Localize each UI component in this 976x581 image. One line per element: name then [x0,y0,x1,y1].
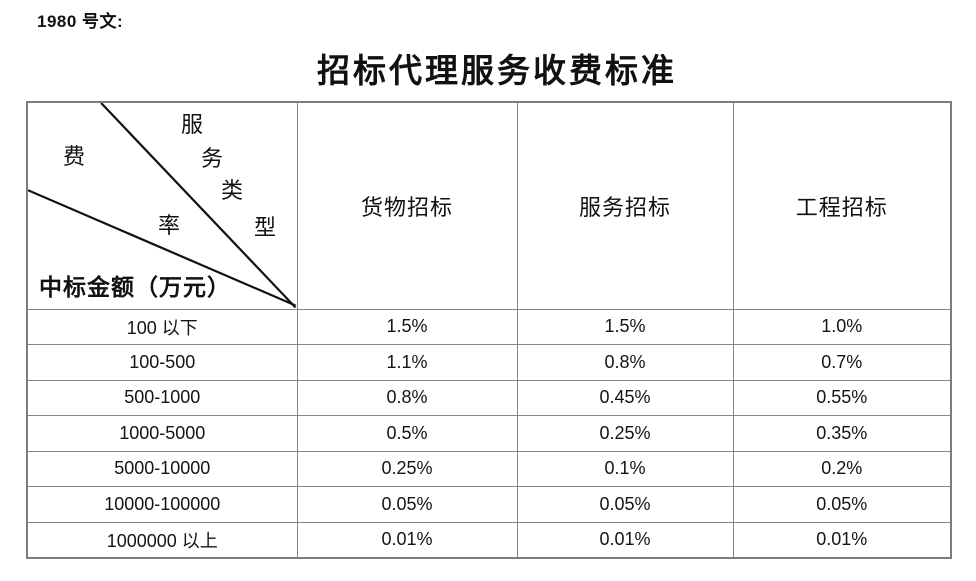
table-row: 1000-5000 0.5% 0.25% 0.35% [26,415,952,452]
cell-goods: 0.25% [296,450,518,487]
cell-goods: 1.5% [296,308,518,345]
cell-goods: 0.05% [296,486,518,523]
row-label: 500-1000 [26,379,298,416]
corner-header-cell: 服 务 类 型 费 率 中标金额（万元） [26,101,298,310]
cell-service: 0.45% [516,379,734,416]
cell-engineering: 0.01% [732,521,952,558]
column-header-engineering: 工程招标 [732,101,952,310]
fee-table: 服 务 类 型 费 率 中标金额（万元） 货物招标 服务招标 工程招标 100 … [26,101,952,559]
page-title: 招标代理服务收费标准 [317,54,677,90]
cell-service: 0.1% [516,450,734,487]
row-label: 100-500 [26,344,298,381]
cell-service: 0.05% [516,486,734,523]
table-row: 10000-100000 0.05% 0.05% 0.05% [26,486,952,523]
cell-engineering: 0.2% [732,450,952,487]
cell-goods: 0.01% [296,521,518,558]
cell-engineering: 0.7% [732,344,952,381]
doc-number: 1980 号文: [37,12,124,31]
table-row: 500-1000 0.8% 0.45% 0.55% [26,379,952,416]
row-label: 5000-10000 [26,450,298,487]
header-row: 服 务 类 型 费 率 中标金额（万元） 货物招标 服务招标 工程招标 [26,101,952,310]
row-label: 1000000 以上 [26,521,298,558]
row-label: 100 以下 [26,308,298,345]
cell-goods: 0.8% [296,379,518,416]
fee-rate-char-1: 费 [63,144,86,169]
fee-rate-char-2: 率 [158,213,181,238]
service-type-char-3: 类 [221,178,244,203]
column-header-service: 服务招标 [516,101,734,310]
table-row: 100 以下 1.5% 1.5% 1.0% [26,308,952,345]
table-row: 100-500 1.1% 0.8% 0.7% [26,344,952,381]
service-type-char-1: 服 [181,112,204,137]
table-row: 1000000 以上 0.01% 0.01% 0.01% [26,521,952,558]
cell-service: 0.01% [516,521,734,558]
cell-goods: 1.1% [296,344,518,381]
corner-amount-label: 中标金额（万元） [39,275,231,300]
row-label: 1000-5000 [26,415,298,452]
service-type-char-2: 务 [201,146,224,171]
column-header-goods: 货物招标 [296,101,518,310]
cell-engineering: 0.55% [732,379,952,416]
cell-service: 0.8% [516,344,734,381]
cell-service: 0.25% [516,415,734,452]
cell-engineering: 0.05% [732,486,952,523]
cell-engineering: 0.35% [732,415,952,452]
cell-engineering: 1.0% [732,308,952,345]
table-row: 5000-10000 0.25% 0.1% 0.2% [26,450,952,487]
diagonal-divider-lines [28,103,296,308]
row-label: 10000-100000 [26,486,298,523]
cell-goods: 0.5% [296,415,518,452]
cell-service: 1.5% [516,308,734,345]
service-type-char-4: 型 [254,215,277,240]
